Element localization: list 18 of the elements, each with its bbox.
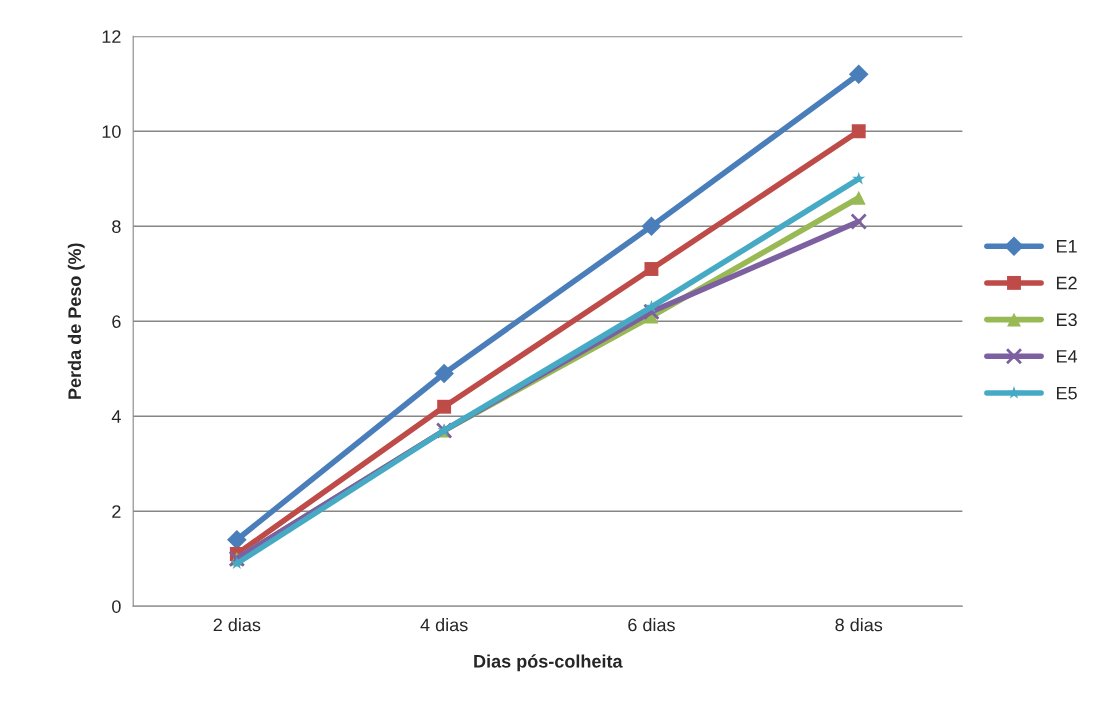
- y-tick-label: 8: [112, 220, 121, 233]
- x-tick-label: 4 dias: [420, 618, 468, 632]
- y-tick-label: 12: [102, 30, 121, 43]
- legend-label: E5: [1057, 386, 1077, 400]
- legend-label: E2: [1057, 276, 1077, 290]
- y-tick-label: 4: [111, 410, 121, 423]
- y-tick-label: 2: [112, 505, 121, 518]
- legend-label: E3: [1057, 313, 1077, 327]
- x-axis-title: Dias pós-colheita: [474, 654, 623, 672]
- y-axis-title: Perda de Peso (%): [67, 243, 85, 399]
- x-tick-label: 8 dias: [835, 618, 883, 632]
- y-tick-label: 6: [112, 315, 121, 328]
- y-tick-label: 10: [102, 125, 121, 139]
- legend-label: E4: [1057, 350, 1078, 363]
- y-tick-label: 0: [112, 600, 121, 613]
- x-tick-label: 6 dias: [628, 618, 675, 632]
- legend-label: E1: [1057, 240, 1077, 253]
- x-tick-label: 2 dias: [213, 618, 261, 632]
